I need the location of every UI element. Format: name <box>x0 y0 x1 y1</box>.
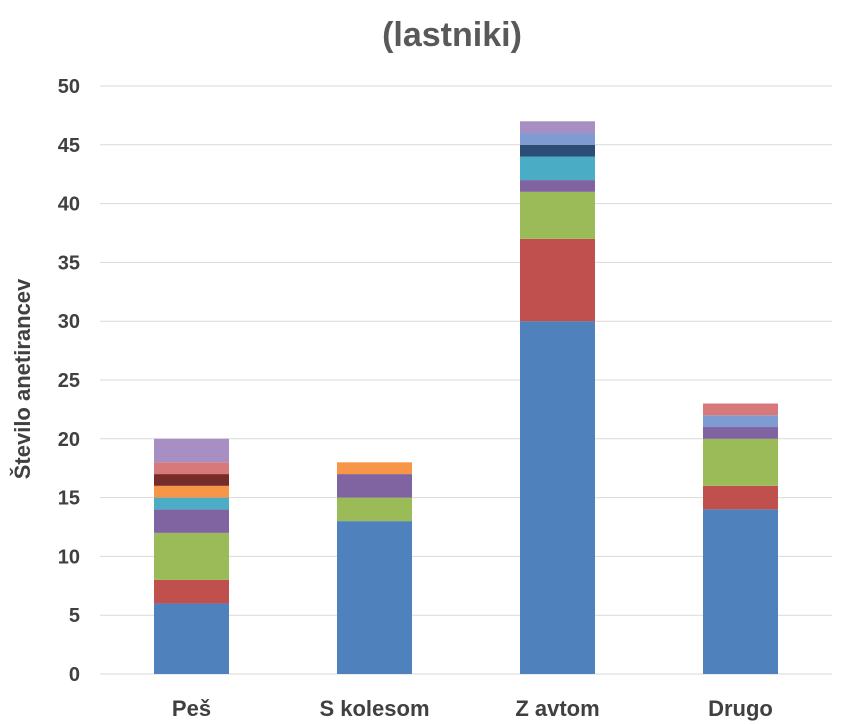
bar-segment <box>154 533 229 580</box>
bar-segment <box>703 439 778 486</box>
bar-segment <box>520 145 595 157</box>
bar-segment <box>520 239 595 321</box>
bar-segment <box>154 439 229 463</box>
y-tick-label: 30 <box>58 311 80 333</box>
y-tick-label: 35 <box>58 252 80 274</box>
bar-segment <box>520 192 595 239</box>
x-category-label: S kolesom <box>319 696 429 721</box>
bar-segment <box>520 121 595 133</box>
bar-segment <box>520 157 595 181</box>
y-tick-label: 45 <box>58 135 80 157</box>
bar-segment <box>703 415 778 427</box>
y-tick-label: 25 <box>58 370 80 392</box>
bar-segment <box>703 404 778 416</box>
x-category-label: Drugo <box>708 696 773 721</box>
x-category-label: Peš <box>172 696 211 721</box>
x-category-labels: Peš S kolesom Z avtom Drugo <box>172 696 773 721</box>
chart-title: (lastniki) <box>382 16 522 54</box>
bar-segment <box>337 521 412 674</box>
y-tick-label: 15 <box>58 488 80 510</box>
y-axis-label: Število anetirancev <box>10 278 35 479</box>
bar-segment <box>154 498 229 510</box>
bar-segment <box>703 427 778 439</box>
y-tick-label: 40 <box>58 194 80 216</box>
bar-segment <box>154 603 229 674</box>
bar-segment <box>154 474 229 486</box>
bar-segment <box>154 462 229 474</box>
y-tick-label: 20 <box>58 429 80 451</box>
y-tick-label: 5 <box>69 605 80 627</box>
bar-segment <box>703 509 778 674</box>
bar-segment <box>154 509 229 533</box>
bars <box>154 121 778 674</box>
bar-segment <box>520 180 595 192</box>
bar-segment <box>520 321 595 674</box>
y-tick-label: 0 <box>69 664 80 686</box>
y-tick-label: 10 <box>58 546 80 568</box>
bar-segment <box>337 462 412 474</box>
y-tick-labels: 0 5 10 15 20 25 30 35 40 45 50 <box>58 76 80 686</box>
bar-segment <box>154 580 229 604</box>
bar-segment <box>337 474 412 498</box>
bar-segment <box>703 486 778 510</box>
bar-segment <box>337 498 412 522</box>
bar-segment <box>520 133 595 145</box>
x-category-label: Z avtom <box>515 696 599 721</box>
bar-segment <box>154 486 229 498</box>
y-tick-label: 50 <box>58 76 80 98</box>
